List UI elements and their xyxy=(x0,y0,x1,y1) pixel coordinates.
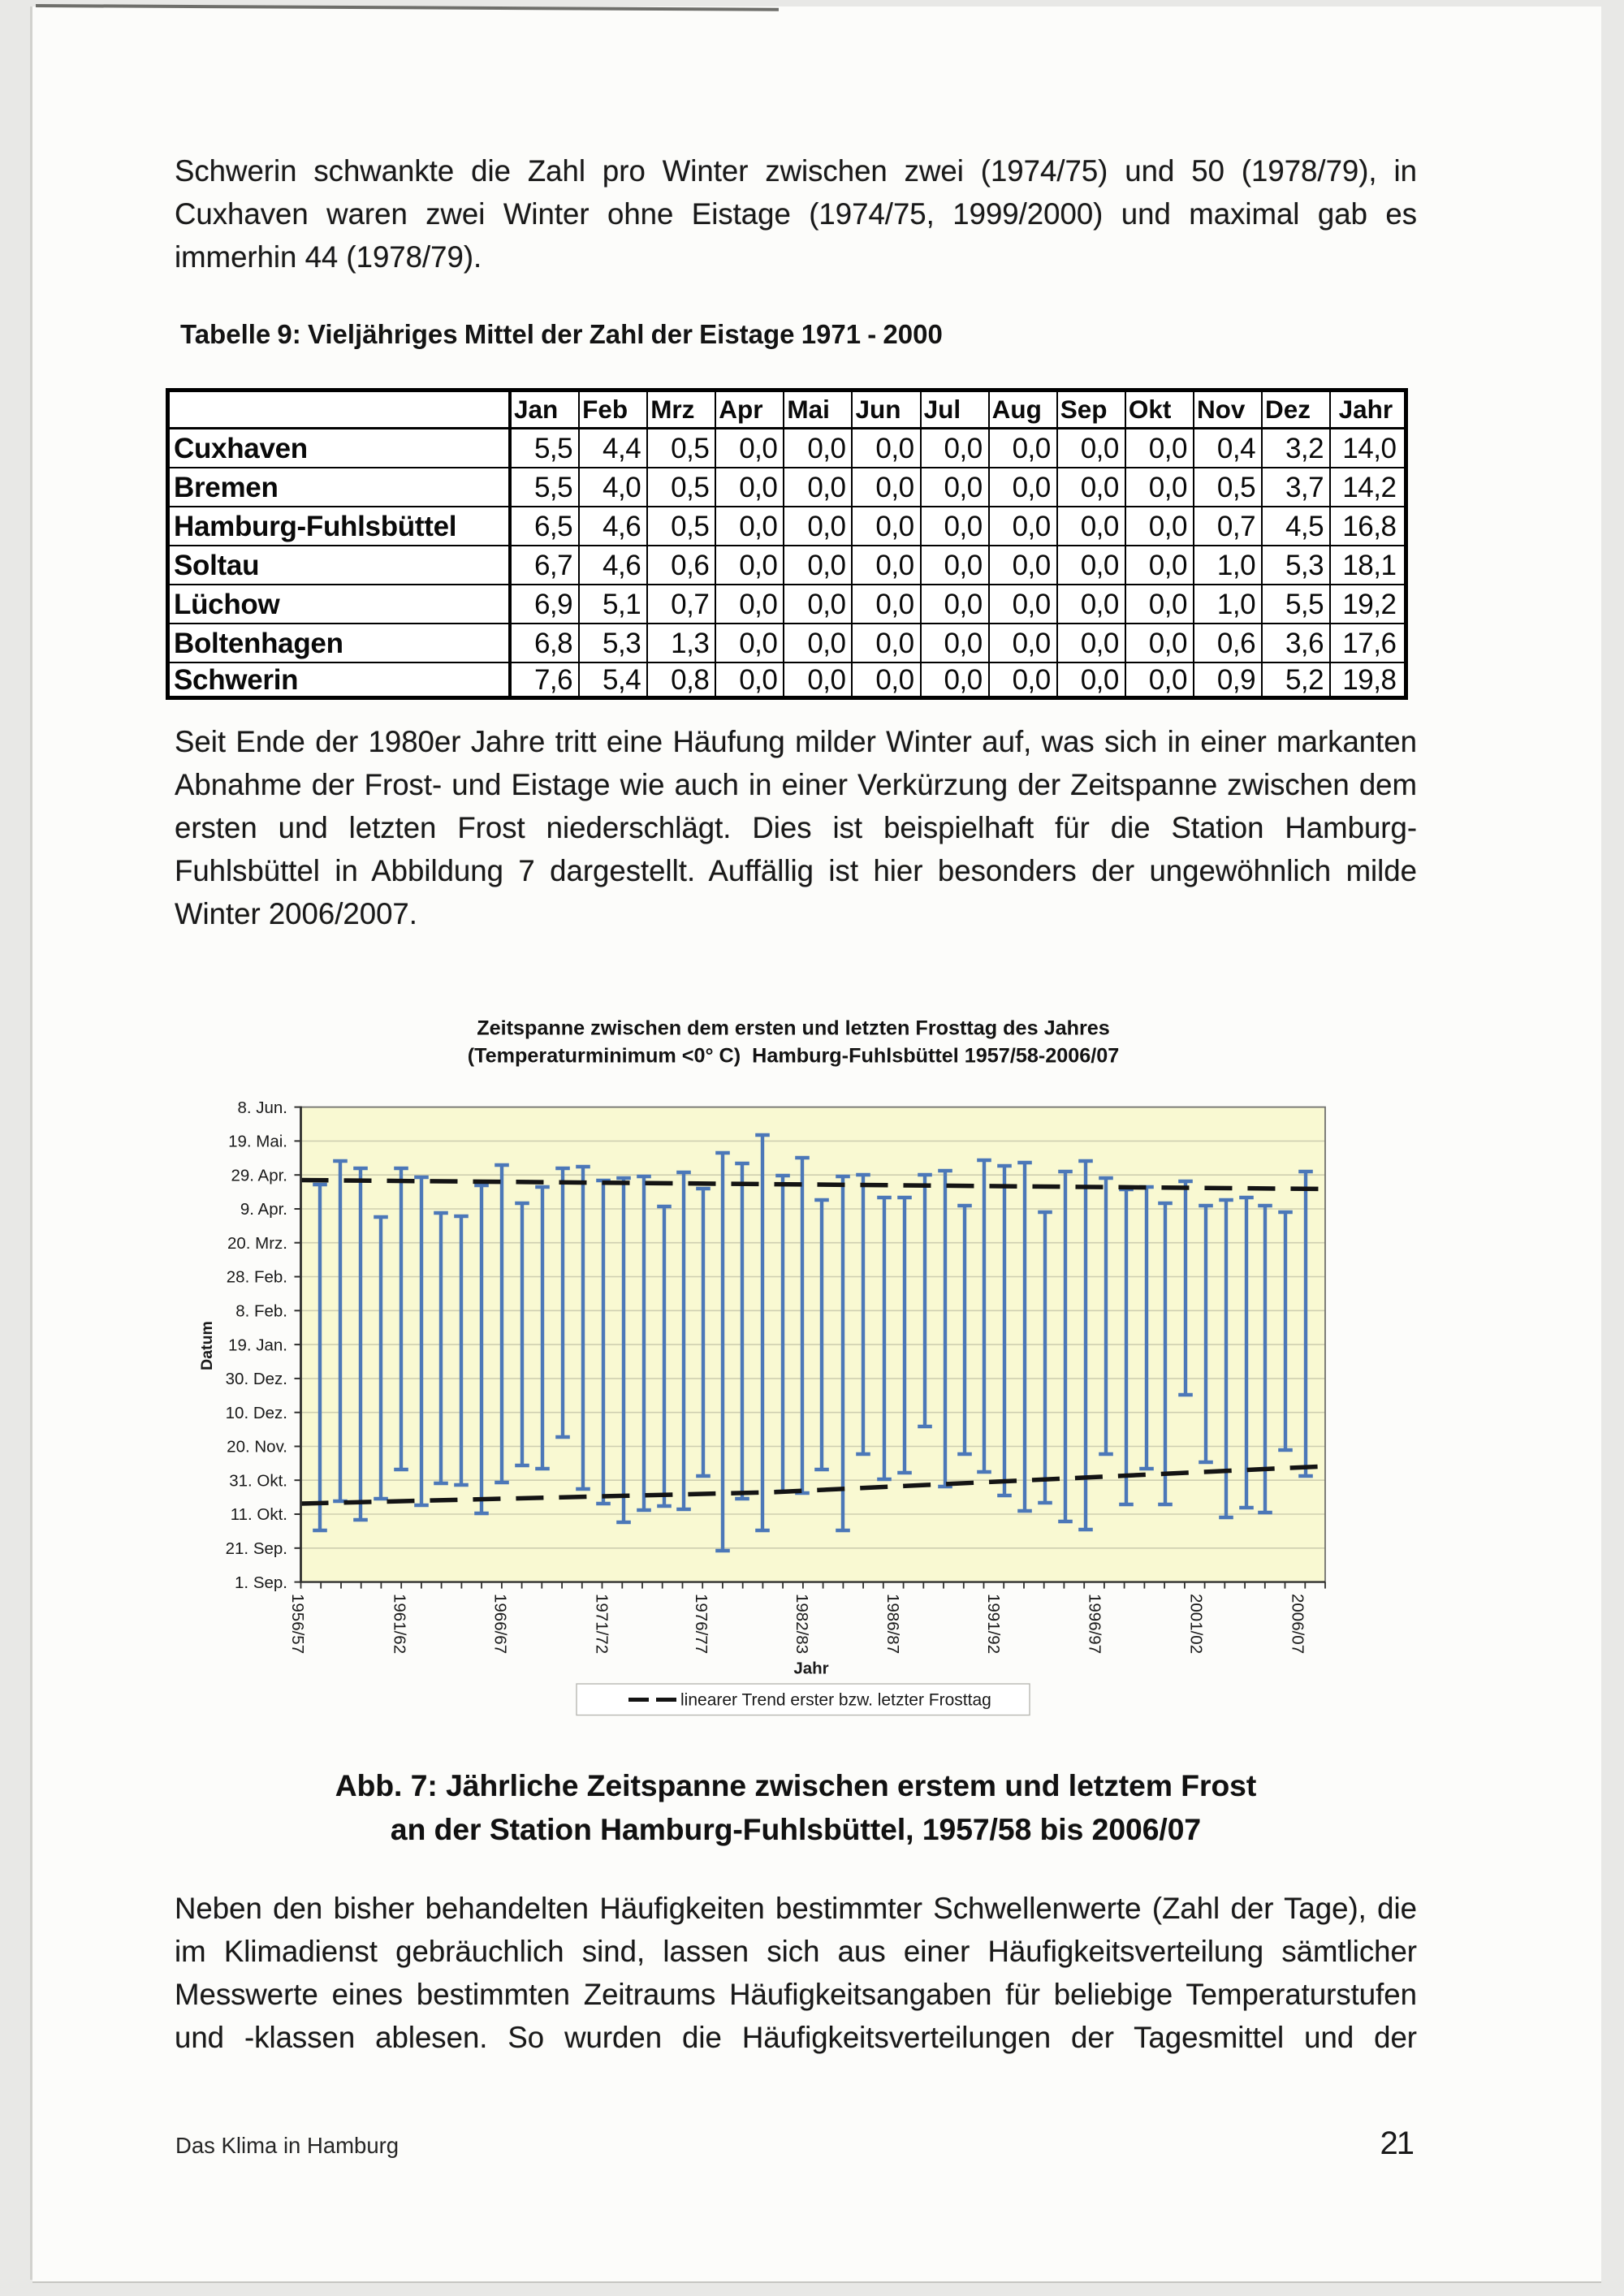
svg-text:1966/67: 1966/67 xyxy=(490,1594,509,1654)
svg-text:1996/97: 1996/97 xyxy=(1085,1594,1104,1654)
svg-text:1956/57: 1956/57 xyxy=(288,1594,307,1654)
svg-text:28. Feb.: 28. Feb. xyxy=(227,1268,287,1287)
svg-text:8. Feb.: 8. Feb. xyxy=(235,1302,287,1321)
svg-text:20. Mrz.: 20. Mrz. xyxy=(227,1234,287,1253)
svg-text:19. Jan.: 19. Jan. xyxy=(228,1336,287,1354)
svg-text:2006/07: 2006/07 xyxy=(1288,1594,1307,1654)
svg-text:1986/87: 1986/87 xyxy=(883,1594,902,1654)
svg-text:20. Nov.: 20. Nov. xyxy=(227,1438,287,1457)
svg-text:8. Jun.: 8. Jun. xyxy=(237,1098,287,1117)
svg-text:10. Dez.: 10. Dez. xyxy=(226,1404,287,1422)
svg-text:linearer Trend erster bzw. let: linearer Trend erster bzw. letzter Frost… xyxy=(680,1691,991,1710)
svg-text:19. Mai.: 19. Mai. xyxy=(228,1133,287,1151)
svg-text:2001/02: 2001/02 xyxy=(1186,1594,1205,1654)
svg-text:1982/83: 1982/83 xyxy=(793,1594,811,1654)
svg-text:1. Sep.: 1. Sep. xyxy=(235,1573,287,1592)
svg-text:1961/62: 1961/62 xyxy=(390,1594,408,1654)
svg-text:9. Apr.: 9. Apr. xyxy=(240,1200,287,1219)
svg-text:11. Okt.: 11. Okt. xyxy=(231,1505,287,1524)
svg-text:1976/77: 1976/77 xyxy=(692,1594,710,1654)
svg-text:(Temperaturminimum <0° C) Ham: (Temperaturminimum <0° C) Hamburg-Fuhlsb… xyxy=(468,1045,1120,1068)
svg-text:Zeitspanne zwischen dem ersten: Zeitspanne zwischen dem ersten und letzt… xyxy=(477,1016,1110,1039)
svg-text:31. Okt.: 31. Okt. xyxy=(229,1471,287,1490)
svg-text:21. Sep.: 21. Sep. xyxy=(226,1539,287,1558)
svg-text:Datum: Datum xyxy=(198,1321,216,1370)
svg-text:30. Dez.: 30. Dez. xyxy=(226,1370,287,1388)
svg-text:1991/92: 1991/92 xyxy=(984,1594,1003,1654)
svg-text:29. Apr.: 29. Apr. xyxy=(231,1166,287,1185)
svg-text:Jahr: Jahr xyxy=(793,1659,828,1678)
svg-text:1971/72: 1971/72 xyxy=(593,1594,611,1654)
